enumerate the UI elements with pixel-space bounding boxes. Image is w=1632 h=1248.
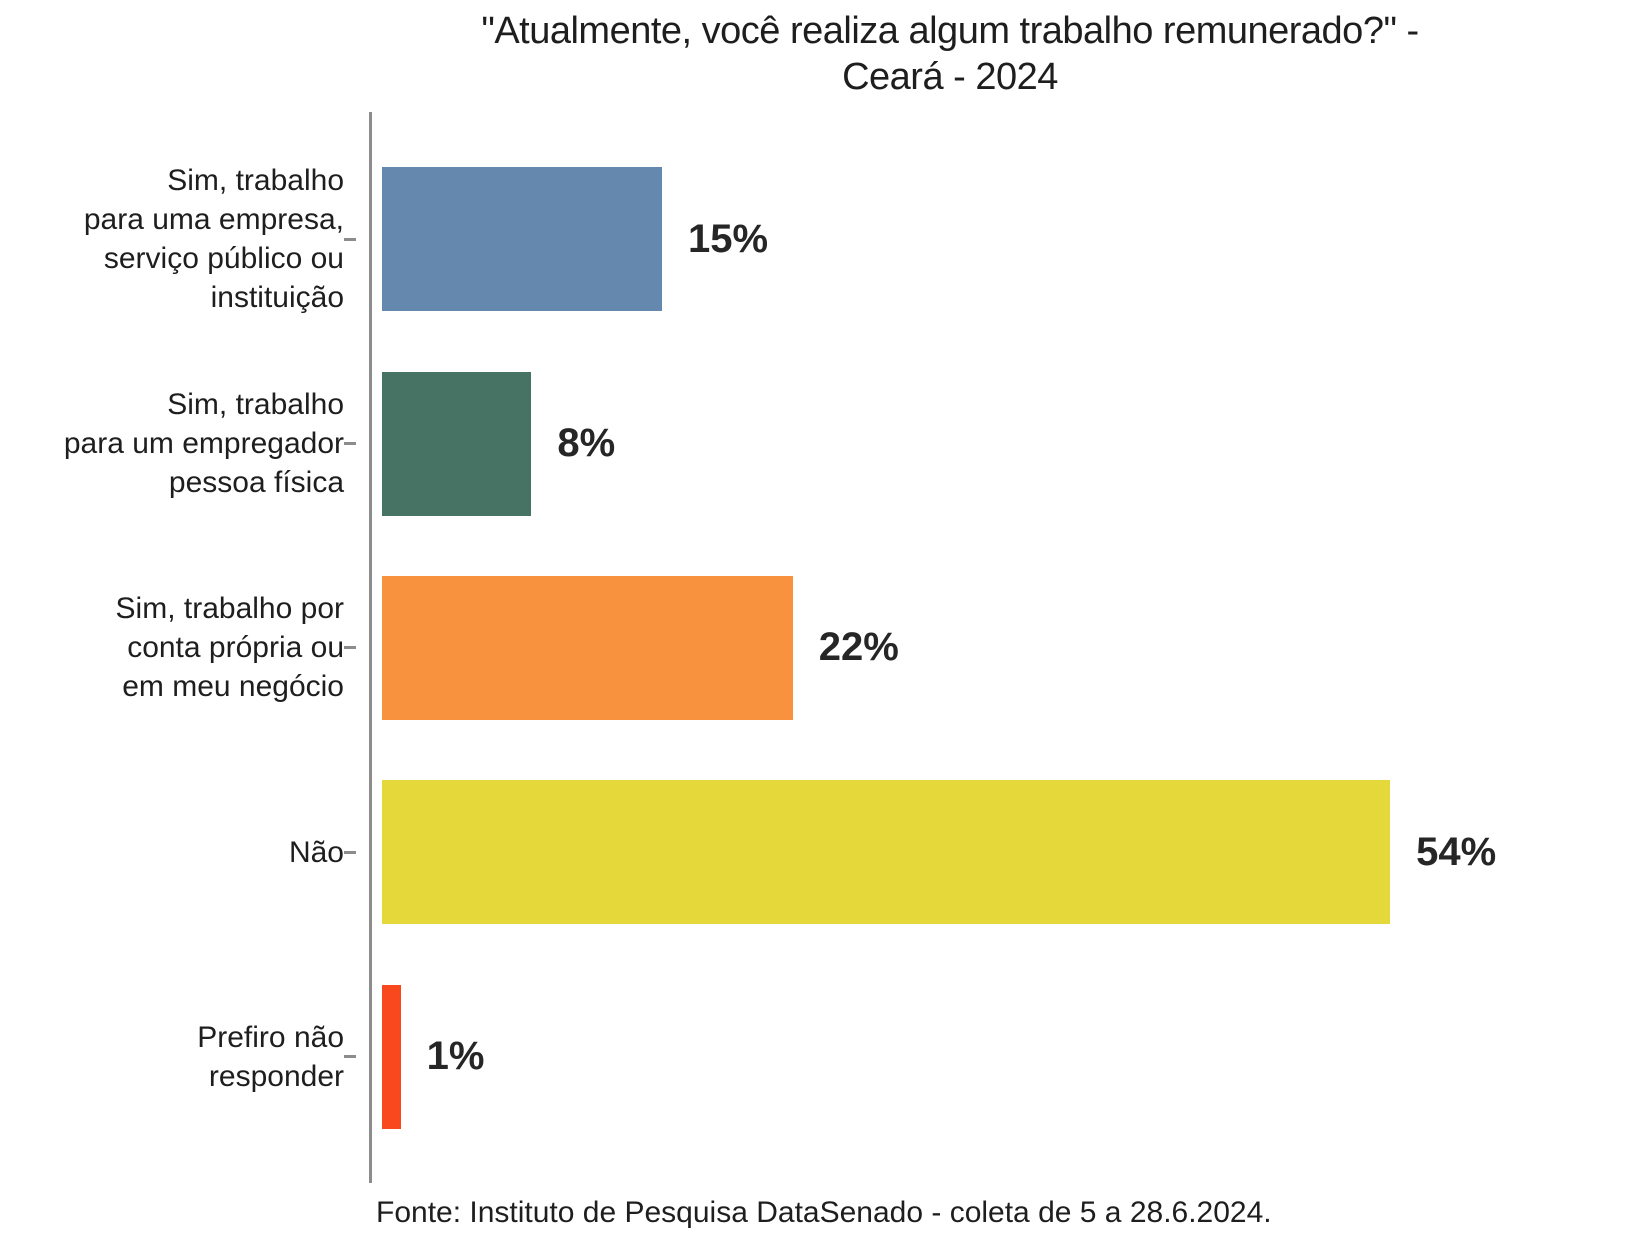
category-label: Sim, trabalho por conta própria ou em me… [115,592,344,704]
axis-tick [344,442,356,446]
source-caption: Fonte: Instituto de Pesquisa DataSenado … [376,1196,1272,1229]
y-axis-line [369,112,372,1183]
category-label: Não [288,835,344,869]
value-label: 1% [426,1034,485,1079]
chart-row: Sim, trabalho para uma empresa, serviço … [0,137,1632,341]
axis-tick [344,1055,356,1059]
axis-tick [344,237,356,241]
chart-row: Não 54% [0,750,1632,954]
chart-row: Sim, trabalho para um empregador pessoa … [0,341,1632,545]
bar [382,575,793,720]
category-label: Prefiro não responder [197,1020,344,1093]
chart-row: Sim, trabalho por conta própria ou em me… [0,546,1632,750]
bar-rows: Sim, trabalho para uma empresa, serviço … [0,137,1632,1159]
chart-title: "Atualmente, você realiza algum trabalho… [481,10,1419,98]
category-label: Sim, trabalho para um empregador pessoa … [63,388,344,500]
bar [382,984,401,1129]
value-label: 8% [557,421,616,466]
value-label: 54% [1416,829,1497,874]
bar [382,167,663,312]
bar [382,780,1391,925]
chart-row: Prefiro não responder 1% [0,955,1632,1159]
axis-tick [344,850,356,854]
axis-tick [344,646,356,650]
value-label: 22% [818,625,899,670]
bar [382,371,532,516]
value-label: 15% [688,216,769,261]
category-label: Sim, trabalho para uma empresa, serviço … [83,164,344,315]
